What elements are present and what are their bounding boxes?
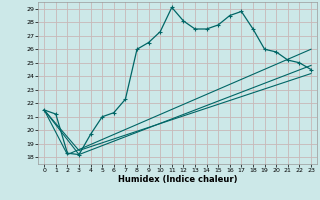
X-axis label: Humidex (Indice chaleur): Humidex (Indice chaleur) bbox=[118, 175, 237, 184]
